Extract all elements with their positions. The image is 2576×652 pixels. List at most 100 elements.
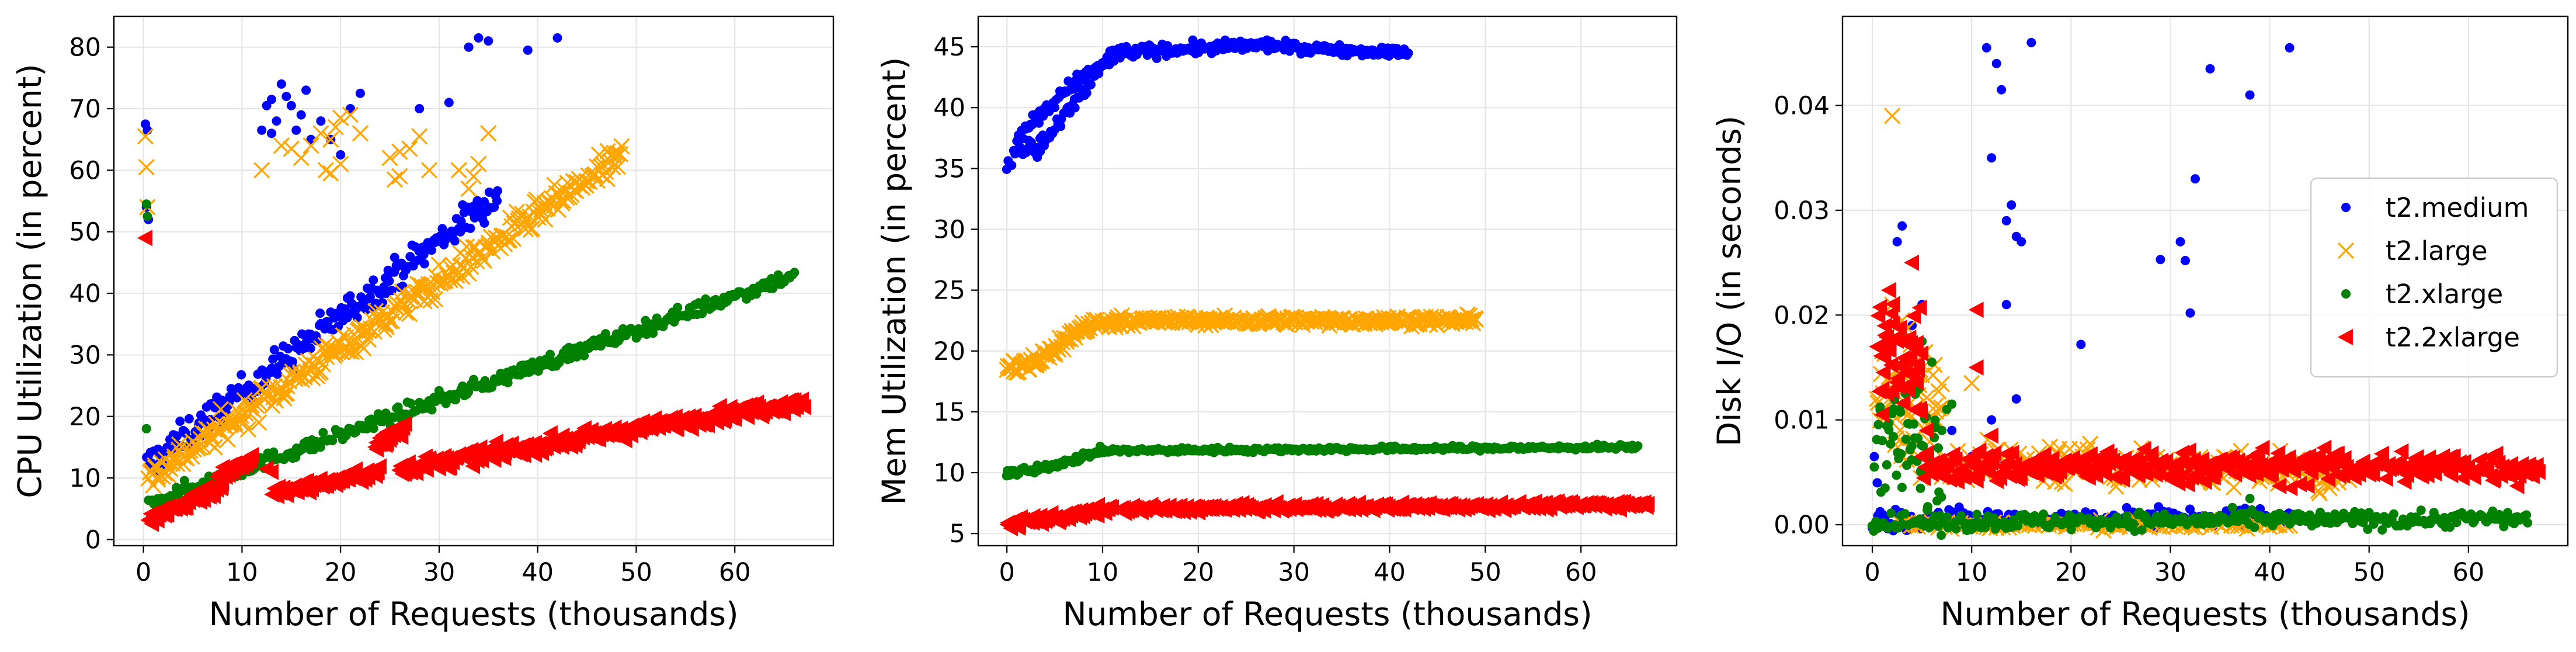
t2-medium-point	[384, 276, 394, 286]
t2-medium-point	[237, 370, 246, 380]
t2-medium-point	[1403, 48, 1413, 58]
t2-2xlarge-point	[2443, 467, 2459, 483]
series-t2-large	[137, 106, 630, 494]
t2-medium-point	[450, 236, 460, 246]
t2-xlarge-point	[2522, 510, 2532, 520]
t2-xlarge-point	[2452, 518, 2462, 528]
t2-xlarge-point	[2122, 511, 2132, 521]
t2-large-point	[303, 137, 319, 154]
t2-medium-point	[288, 357, 297, 367]
t2-large-point	[342, 106, 359, 123]
t2-2xlarge-point	[2310, 448, 2326, 464]
t2-large-point	[166, 450, 183, 467]
t2-medium-point	[1892, 237, 1902, 247]
x-tick-label: 30	[2154, 558, 2186, 587]
y-axis-ticks: 0 10 20 30 40 50 60 70 80	[69, 33, 114, 554]
t2-medium-point	[1869, 452, 1879, 462]
t2-large-point	[340, 342, 357, 359]
t2-large-point	[138, 158, 155, 176]
t2-large-point	[1963, 374, 1980, 392]
t2-2xlarge-point	[2088, 467, 2104, 484]
t2-large-point	[450, 162, 467, 179]
x-tick-label: 40	[1374, 558, 1406, 587]
x-tick-label: 10	[1956, 558, 1988, 587]
t2-2xlarge-point	[2007, 456, 2022, 473]
t2-xlarge-point	[179, 476, 189, 485]
t2-medium-point	[464, 42, 474, 52]
t2-large-point	[290, 370, 307, 387]
t2-medium-point	[415, 104, 425, 113]
t2-medium-point	[286, 100, 296, 110]
t2-xlarge-point	[1892, 470, 1901, 480]
t2-2xlarge-point	[137, 230, 152, 247]
t2-medium-point	[305, 344, 315, 353]
y-tick-label: 0.01	[1774, 406, 1830, 435]
t2-medium-point	[1897, 221, 1907, 231]
t2-large-point	[312, 125, 329, 142]
t2-2xlarge-point	[2097, 466, 2112, 483]
t2-medium-point	[281, 92, 291, 101]
t2-large-point	[427, 291, 444, 308]
t2-xlarge-point	[697, 308, 707, 318]
t2-medium-point	[315, 308, 325, 318]
t2-xlarge-point	[2130, 526, 2140, 536]
t2-xlarge-point	[1951, 524, 1961, 534]
t2-xlarge-point	[2445, 522, 2455, 532]
t2-large-point	[386, 171, 404, 188]
t2-2xlarge-point	[1892, 320, 1907, 337]
t2-large-point	[385, 304, 402, 321]
t2-xlarge-point	[2245, 494, 2255, 504]
t2-2xlarge-point	[2393, 443, 2409, 460]
t2-xlarge-point	[2137, 525, 2147, 535]
t2-2xlarge-point	[2488, 445, 2504, 462]
t2-2xlarge-point	[1895, 395, 1911, 411]
t2-large-point	[1463, 311, 1480, 328]
t2-medium-point	[1086, 79, 1096, 89]
x-tick-label: 0	[999, 558, 1014, 587]
t2-xlarge-point	[1896, 407, 1906, 417]
t2-2xlarge-point	[1872, 299, 1887, 315]
t2-2xlarge-point	[1947, 451, 1963, 468]
t2-medium-point	[2205, 64, 2215, 74]
y-tick-label: 80	[69, 33, 101, 63]
y-tick-label: 0.04	[1774, 91, 1830, 120]
t2-2xlarge-point	[1876, 317, 1892, 334]
y-tick-label: 0	[85, 525, 101, 554]
t2-xlarge-point	[673, 303, 683, 313]
t2-large-point	[401, 305, 418, 322]
t2-medium-point	[291, 125, 301, 135]
t2-2xlarge-point	[1908, 374, 1924, 391]
legend-item: t2.xlarge	[2341, 279, 2503, 310]
t2-2xlarge-point	[1913, 404, 1928, 421]
series-t2-2xlarge	[999, 493, 1655, 536]
x-tick-label: 10	[1087, 558, 1119, 587]
t2-2xlarge-point	[1992, 470, 2007, 486]
t2-large-point	[355, 340, 372, 357]
y-tick-label: 40	[933, 93, 965, 123]
t2-medium-point	[316, 116, 326, 126]
t2-2xlarge-point	[1908, 335, 1924, 352]
t2-xlarge-point	[1927, 358, 1937, 367]
t2-large-point	[505, 230, 522, 247]
t2-medium-point	[1050, 103, 1060, 112]
legend-label: t2.xlarge	[2386, 279, 2503, 310]
y-axis-label: Disk I/O (in seconds)	[1711, 116, 1748, 447]
t2-large-point	[613, 138, 630, 155]
t2-xlarge-point	[1972, 509, 1982, 519]
t2-large-point	[604, 159, 621, 176]
t2-medium-point	[1987, 415, 1997, 425]
t2-large-point	[273, 137, 290, 154]
t2-medium-point	[2185, 308, 2195, 318]
t2-medium-point	[1991, 58, 2001, 68]
t2-large-point	[394, 283, 411, 300]
t2-2xlarge-point	[1983, 427, 1999, 444]
t2-xlarge-point	[1937, 425, 1947, 435]
plot-area	[1867, 37, 2546, 540]
y-tick-label: 45	[933, 33, 965, 62]
t2-medium-point	[273, 369, 282, 379]
legend-item: t2.large	[2337, 235, 2488, 266]
t2-large-point	[381, 150, 398, 167]
t2-medium-point	[1082, 88, 1091, 98]
t2-xlarge-point	[2348, 519, 2358, 529]
